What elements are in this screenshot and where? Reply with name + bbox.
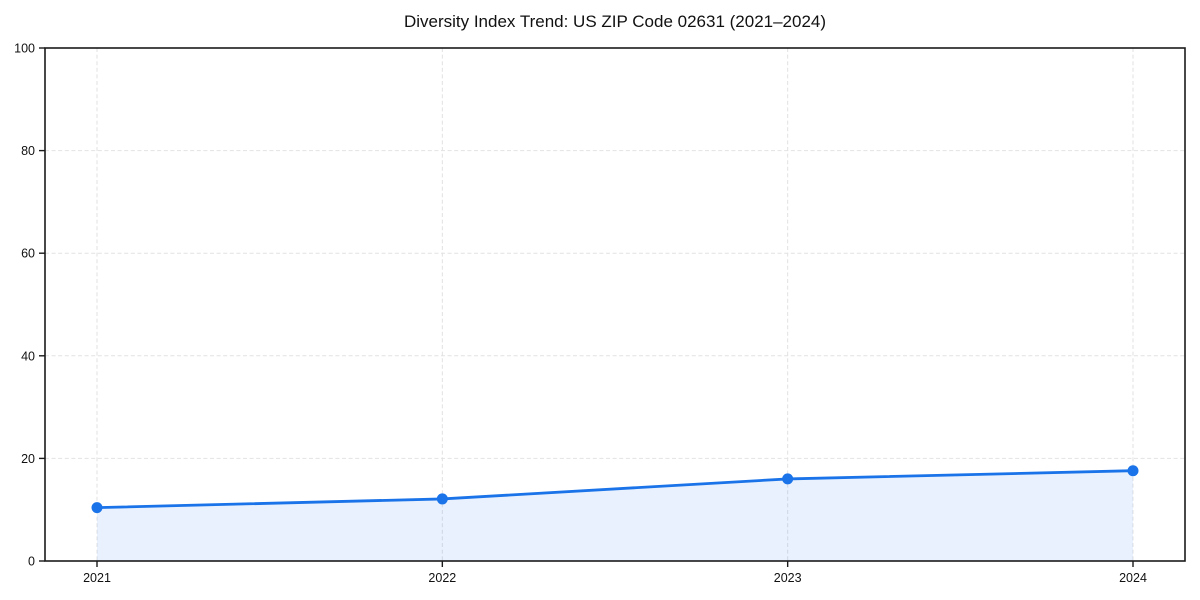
x-tick-label: 2021 [83, 571, 111, 585]
data-point-marker [1127, 465, 1139, 477]
x-tick-label: 2022 [428, 571, 456, 585]
y-tick-label: 80 [21, 144, 35, 158]
area-fill [97, 470, 1133, 561]
data-point-marker [91, 502, 103, 514]
x-tick-label: 2024 [1119, 571, 1147, 585]
y-tick-label: 60 [21, 247, 35, 261]
y-tick-label: 0 [28, 555, 35, 569]
chart-title: Diversity Index Trend: US ZIP Code 02631… [403, 12, 827, 31]
y-tick-label: 20 [21, 452, 35, 466]
trend-line [95, 469, 1135, 510]
data-point-marker [782, 473, 794, 485]
y-tick-label: 100 [14, 42, 35, 56]
x-tick-label: 2023 [774, 571, 802, 585]
data-point-marker [436, 493, 448, 505]
plot-frame [44, 47, 1186, 562]
y-tick-label: 40 [21, 349, 35, 363]
